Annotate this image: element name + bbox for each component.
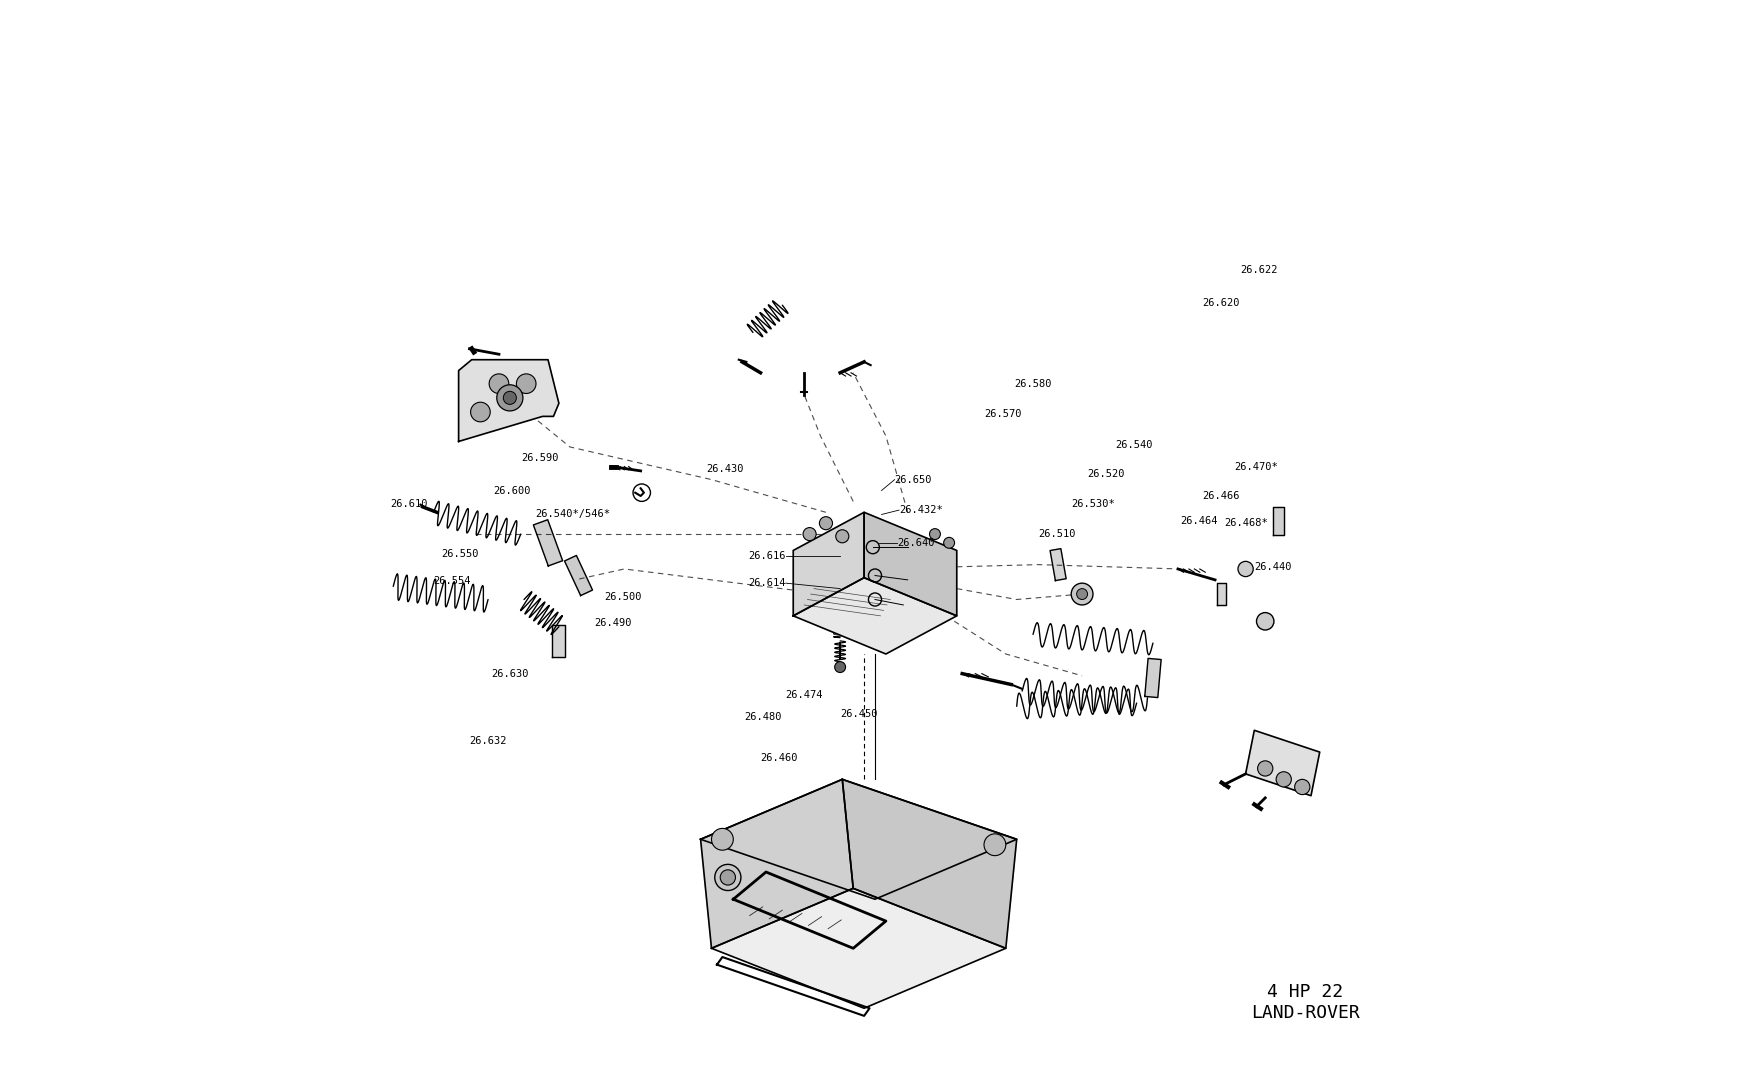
Polygon shape — [553, 625, 565, 657]
Circle shape — [1258, 761, 1272, 776]
Text: 26.610: 26.610 — [390, 498, 427, 509]
Polygon shape — [842, 779, 1017, 948]
Text: 26.466: 26.466 — [1202, 490, 1239, 501]
Polygon shape — [534, 520, 564, 566]
Polygon shape — [793, 578, 957, 654]
Circle shape — [835, 662, 845, 673]
Text: 26.520: 26.520 — [1087, 469, 1125, 480]
Text: 26.440: 26.440 — [1255, 561, 1292, 572]
Text: 26.590: 26.590 — [522, 452, 558, 463]
Text: 26.600: 26.600 — [493, 485, 530, 496]
Circle shape — [1076, 589, 1087, 600]
Text: 26.450: 26.450 — [840, 708, 877, 719]
Circle shape — [943, 537, 954, 548]
Text: 26.632: 26.632 — [469, 736, 507, 747]
Circle shape — [721, 870, 735, 885]
Polygon shape — [700, 779, 1017, 899]
Text: 4 HP 22
LAND-ROVER: 4 HP 22 LAND-ROVER — [1251, 983, 1360, 1022]
Circle shape — [984, 834, 1006, 856]
Text: 26.550: 26.550 — [441, 548, 480, 559]
Text: 26.620: 26.620 — [1202, 298, 1239, 308]
Text: 26.616: 26.616 — [747, 550, 786, 561]
Circle shape — [803, 528, 816, 541]
Circle shape — [497, 385, 523, 411]
Circle shape — [929, 529, 940, 540]
Text: 26.464: 26.464 — [1180, 516, 1218, 526]
Polygon shape — [700, 779, 854, 948]
Polygon shape — [1050, 548, 1066, 581]
Polygon shape — [793, 512, 864, 616]
Text: 26.460: 26.460 — [761, 752, 798, 763]
Text: 26.540: 26.540 — [1115, 439, 1152, 450]
Text: 26.570: 26.570 — [984, 409, 1022, 420]
Text: 26.622: 26.622 — [1241, 265, 1278, 276]
Text: 26.500: 26.500 — [606, 592, 642, 603]
Polygon shape — [1144, 658, 1162, 698]
Text: 26.470*: 26.470* — [1236, 461, 1279, 472]
Text: 26.540*/546*: 26.540*/546* — [536, 509, 611, 520]
Polygon shape — [1246, 730, 1320, 796]
Circle shape — [1071, 583, 1094, 605]
Circle shape — [471, 402, 490, 422]
Text: 26.430: 26.430 — [707, 463, 744, 474]
Text: 26.474: 26.474 — [786, 690, 822, 701]
Text: 26.490: 26.490 — [593, 618, 632, 629]
Circle shape — [1237, 561, 1253, 577]
Polygon shape — [1218, 583, 1227, 605]
Text: 26.580: 26.580 — [1015, 378, 1052, 389]
Text: 26.510: 26.510 — [1038, 529, 1076, 540]
Polygon shape — [864, 512, 957, 616]
Circle shape — [712, 828, 733, 850]
Circle shape — [1295, 779, 1311, 795]
Text: 26.530*: 26.530* — [1071, 498, 1115, 509]
Circle shape — [819, 517, 833, 530]
Circle shape — [714, 864, 740, 891]
Circle shape — [516, 374, 536, 393]
Text: 26.640: 26.640 — [896, 537, 934, 548]
Text: 26.554: 26.554 — [434, 576, 471, 586]
Text: 26.480: 26.480 — [744, 712, 782, 723]
Text: 26.630: 26.630 — [492, 668, 528, 679]
Circle shape — [490, 374, 509, 393]
Text: 26.468*: 26.468* — [1223, 518, 1267, 529]
Circle shape — [836, 530, 849, 543]
Polygon shape — [458, 360, 558, 441]
Circle shape — [504, 391, 516, 404]
Circle shape — [1276, 772, 1292, 787]
Text: 26.650: 26.650 — [894, 474, 933, 485]
Circle shape — [1256, 613, 1274, 630]
Text: 26.614: 26.614 — [747, 578, 786, 589]
Polygon shape — [712, 888, 1006, 1008]
Polygon shape — [1272, 508, 1284, 535]
Text: 26.432*: 26.432* — [900, 505, 943, 516]
Polygon shape — [565, 556, 593, 595]
